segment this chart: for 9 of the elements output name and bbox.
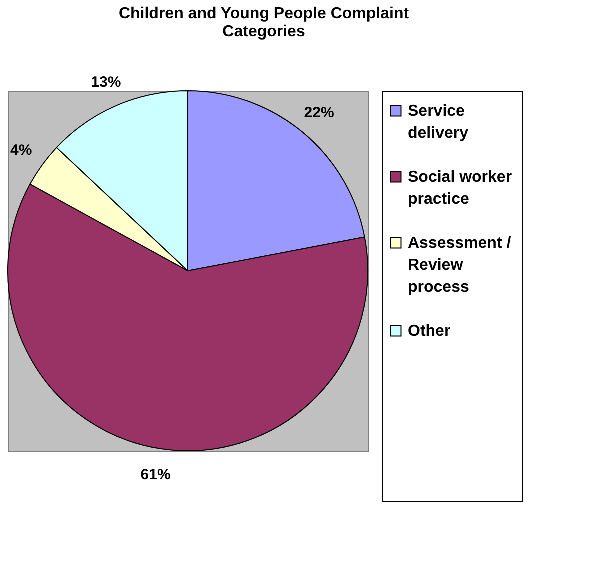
data-label: 4% [10,142,32,159]
chart-title: Children and Young People Complaint Categories [118,5,410,40]
data-label: 22% [304,104,334,122]
data-label: 13% [91,74,122,91]
legend-label: Assessment / Review process [408,235,512,296]
legend-label: Service delivery [408,103,469,142]
legend-label: Social worker practice [408,169,512,208]
data-label: 61% [140,466,171,484]
legend-label: Other [408,323,451,340]
